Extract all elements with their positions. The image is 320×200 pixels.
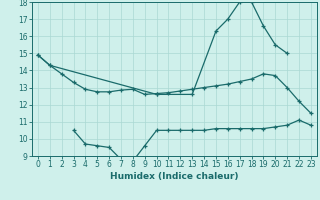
X-axis label: Humidex (Indice chaleur): Humidex (Indice chaleur)	[110, 172, 239, 181]
